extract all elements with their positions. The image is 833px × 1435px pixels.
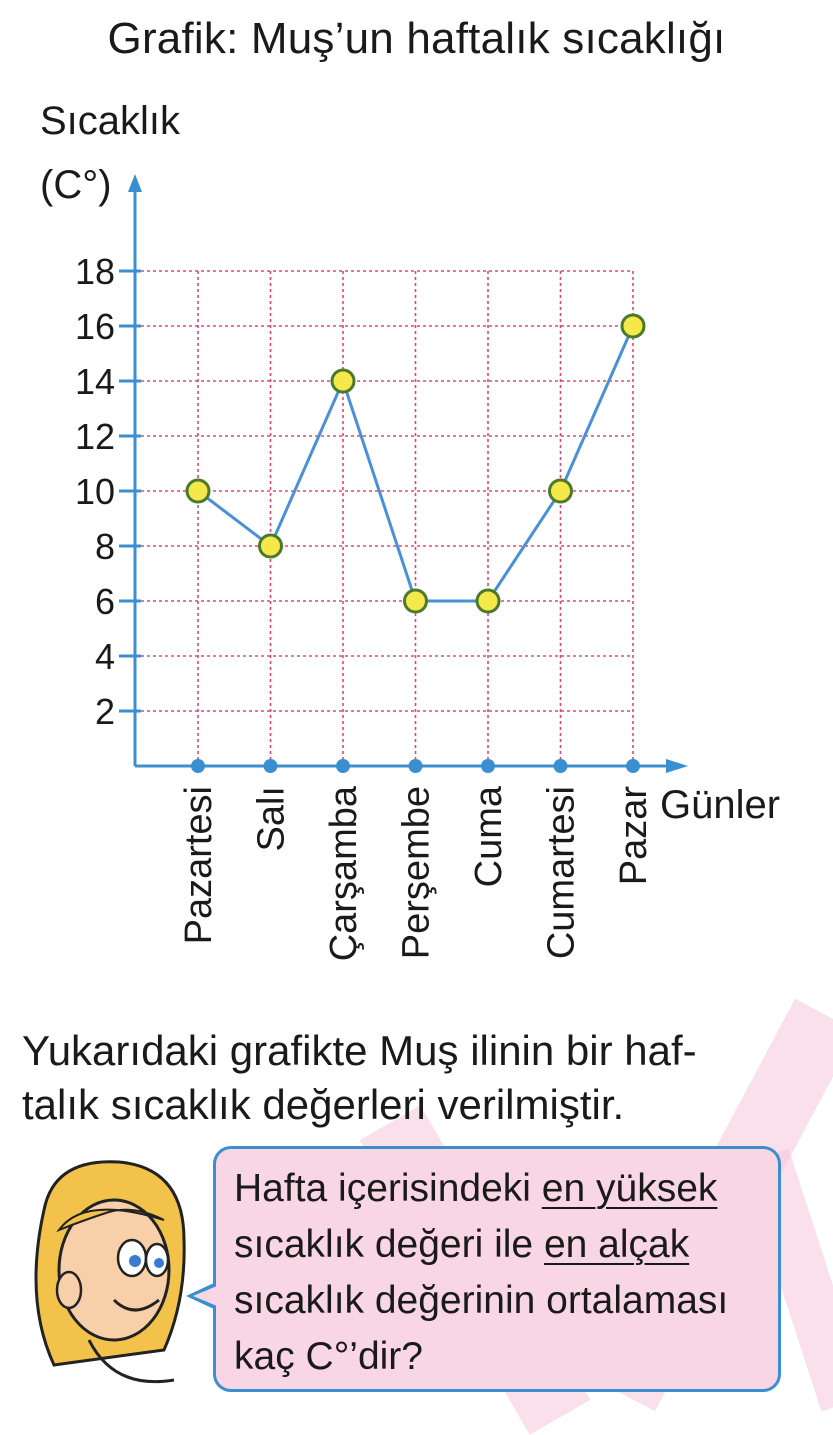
bubble-text: sıcaklık değerinin ortalaması	[234, 1279, 729, 1322]
data-point	[185, 478, 211, 504]
x-axis-title: Günler	[660, 783, 780, 827]
x-category-dot	[553, 759, 568, 773]
data-point	[620, 313, 646, 339]
data-point	[475, 588, 501, 614]
x-category-dot	[336, 759, 350, 773]
data-point	[403, 588, 428, 614]
page-title: Grafik: Muş’un haftalık sıcaklığı	[107, 14, 726, 63]
paragraph-line: talık sıcaklık değerleri verilmiştir.	[22, 1081, 625, 1128]
line-chart: 2 4 6 8 10 12 14 16 18 Pazartesi Salı Çarşamba Perşe…	[40, 99, 780, 961]
y-tick-label: 2	[95, 691, 115, 732]
x-tick-label: Pazartesi	[178, 786, 220, 944]
x-category-dot	[191, 759, 205, 773]
data-point	[548, 478, 573, 504]
bubble-text: sıcaklık değeri ile	[234, 1223, 544, 1266]
x-tick-label: Pazar	[613, 786, 655, 886]
bubble-text: Hafta içerisindeki	[234, 1167, 542, 1210]
chart-grid	[135, 270, 634, 766]
y-tick-label: 12	[75, 416, 115, 457]
speech-bubble-tail-inner	[193, 1286, 217, 1306]
y-tick-label: 14	[75, 361, 115, 402]
x-tick-label: Perşembe	[396, 786, 438, 959]
y-axis-arrow	[128, 174, 142, 192]
paragraph-line: Yukarıdaki grafikte Muş ilinin bir haf-	[22, 1027, 697, 1074]
x-category-dot	[408, 759, 423, 773]
chart-labels: 2 4 6 8 10 12 14 16 18 Pazartesi Salı Çarşamba Perşe…	[40, 99, 780, 961]
speech-bubble: Hafta içerisindeki en yüksek sıcaklık de…	[213, 1146, 781, 1392]
data-point	[330, 368, 356, 394]
y-tick-label: 18	[75, 251, 115, 292]
y-tick-label: 10	[75, 471, 115, 512]
y-tick-label: 4	[95, 636, 115, 677]
x-tick-label: Cuma	[468, 785, 510, 887]
x-tick-label: Salı	[251, 786, 293, 851]
description-paragraph: Yukarıdaki grafikte Muş ilinin bir haf- …	[22, 1024, 822, 1132]
bubble-underlined-text: en alçak	[543, 1223, 690, 1266]
x-tick-label: Çarşamba	[323, 785, 365, 961]
data-point	[258, 533, 283, 559]
x-category-dot	[481, 759, 495, 773]
x-category-dot	[263, 759, 278, 773]
y-tick-label: 6	[95, 581, 115, 622]
girl-character-icon	[34, 1160, 186, 1384]
y-tick-label: 8	[95, 526, 115, 567]
y-tick-label: 16	[75, 306, 115, 347]
bubble-underlined-text: en yüksek	[541, 1167, 718, 1210]
chart-axes	[119, 174, 688, 773]
x-category-dot	[626, 759, 640, 773]
y-axis-title: Sıcaklık	[40, 99, 181, 143]
chart-series	[185, 313, 646, 614]
x-axis-arrow	[666, 759, 688, 773]
bubble-text: kaç C°’dir?	[234, 1335, 423, 1378]
x-tick-label: Cumartesi	[541, 786, 583, 959]
y-axis-unit: (C°)	[40, 163, 112, 207]
